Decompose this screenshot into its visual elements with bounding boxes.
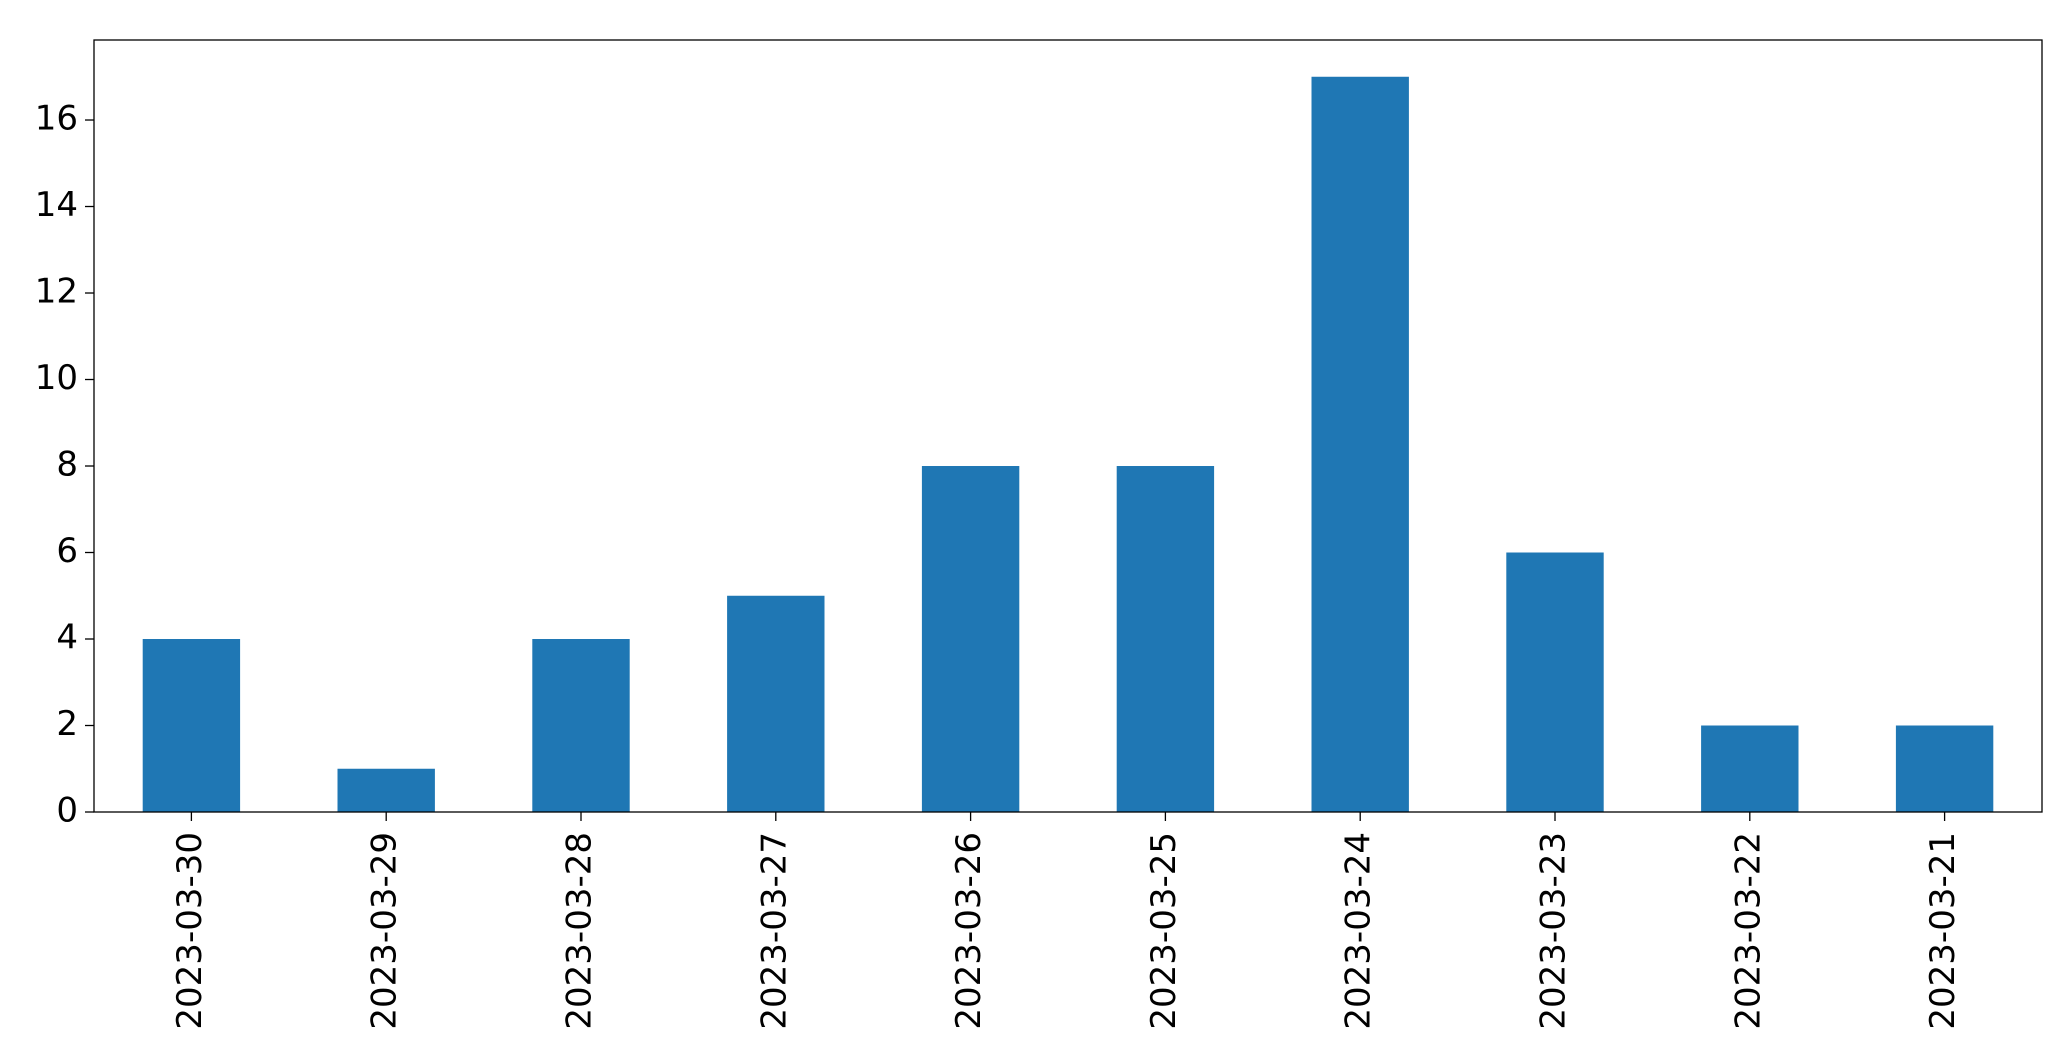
x-tick-label: 2023-03-23 <box>1534 832 1574 1030</box>
x-tick-label: 2023-03-28 <box>560 832 600 1030</box>
x-tick-label: 2023-03-26 <box>949 832 989 1030</box>
bar <box>1701 725 1799 812</box>
bar <box>532 639 630 812</box>
x-tick-label: 2023-03-25 <box>1144 832 1184 1030</box>
bar <box>921 466 1020 812</box>
bar <box>1895 725 1994 812</box>
y-tick-label: 16 <box>35 99 78 139</box>
x-tick-label: 2023-03-22 <box>1728 832 1768 1030</box>
bar <box>1311 76 1409 812</box>
x-tick-label: 2023-03-27 <box>754 832 794 1030</box>
y-tick-label: 8 <box>56 445 78 485</box>
y-tick-label: 10 <box>35 358 78 398</box>
plot-frame <box>93 39 2043 813</box>
y-tick-label: 12 <box>35 272 78 312</box>
y-tick-label: 0 <box>56 791 78 831</box>
bar <box>142 639 241 812</box>
y-tick-label: 4 <box>56 618 78 658</box>
y-tick-label: 14 <box>35 185 78 225</box>
bar <box>337 768 435 812</box>
y-tick-label: 6 <box>56 531 78 571</box>
bar <box>727 595 825 812</box>
y-tick-label: 2 <box>56 704 78 744</box>
x-tick-label: 2023-03-29 <box>365 832 405 1030</box>
x-tick-label: 2023-03-30 <box>170 832 210 1030</box>
x-tick-label: 2023-03-24 <box>1339 832 1379 1030</box>
x-tick-label: 2023-03-21 <box>1923 832 1963 1030</box>
bar <box>1116 466 1215 812</box>
bar <box>1506 552 1604 812</box>
